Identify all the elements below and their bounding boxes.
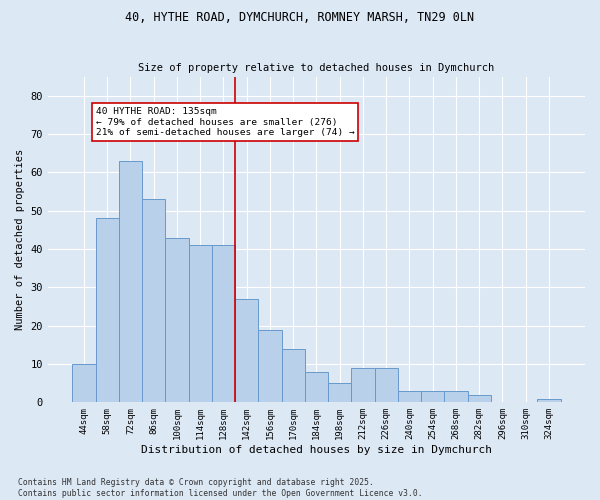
Bar xyxy=(305,372,328,402)
Bar xyxy=(421,391,445,402)
Bar xyxy=(95,218,119,402)
Bar xyxy=(467,394,491,402)
Bar xyxy=(328,383,352,402)
Bar xyxy=(235,299,259,403)
Bar xyxy=(352,368,374,402)
Bar xyxy=(73,364,95,403)
Title: Size of property relative to detached houses in Dymchurch: Size of property relative to detached ho… xyxy=(139,63,494,73)
Bar xyxy=(188,245,212,402)
Bar xyxy=(166,238,188,402)
Text: 40 HYTHE ROAD: 135sqm
← 79% of detached houses are smaller (276)
21% of semi-det: 40 HYTHE ROAD: 135sqm ← 79% of detached … xyxy=(95,107,355,137)
Bar xyxy=(538,398,560,402)
Bar xyxy=(212,245,235,402)
Bar xyxy=(142,199,166,402)
X-axis label: Distribution of detached houses by size in Dymchurch: Distribution of detached houses by size … xyxy=(141,445,492,455)
Bar xyxy=(374,368,398,402)
Text: Contains HM Land Registry data © Crown copyright and database right 2025.
Contai: Contains HM Land Registry data © Crown c… xyxy=(18,478,422,498)
Bar xyxy=(119,161,142,402)
Bar xyxy=(445,391,467,402)
Bar xyxy=(398,391,421,402)
Y-axis label: Number of detached properties: Number of detached properties xyxy=(15,149,25,330)
Bar xyxy=(281,348,305,403)
Bar xyxy=(259,330,281,402)
Text: 40, HYTHE ROAD, DYMCHURCH, ROMNEY MARSH, TN29 0LN: 40, HYTHE ROAD, DYMCHURCH, ROMNEY MARSH,… xyxy=(125,11,475,24)
